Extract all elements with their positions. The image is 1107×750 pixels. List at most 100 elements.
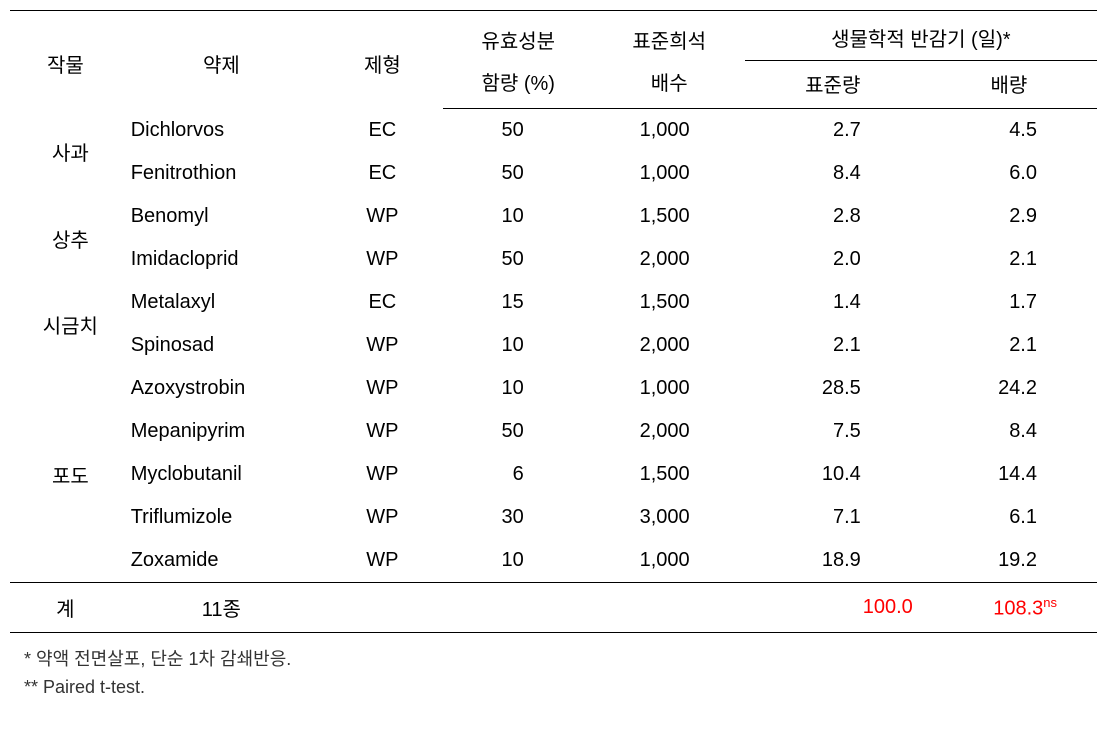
agent-cell: Azoxystrobin bbox=[121, 367, 322, 410]
standard-cell: 18.9 bbox=[745, 539, 921, 583]
dilution-cell: 2,000 bbox=[594, 238, 745, 281]
formulation-cell: WP bbox=[322, 238, 443, 281]
crop-cell: 포도 bbox=[10, 367, 121, 583]
table-body: 사과DichlorvosEC501,0002.74.5FenitrothionE… bbox=[10, 109, 1097, 633]
header-content-line1: 유효성분 bbox=[443, 11, 594, 61]
empty-cell bbox=[443, 583, 594, 633]
content-cell: 50 bbox=[443, 238, 594, 281]
double-cell: 2.1 bbox=[921, 238, 1097, 281]
agent-cell: Benomyl bbox=[121, 195, 322, 238]
total-standard: 100.0 bbox=[745, 583, 921, 633]
total-label: 계 bbox=[10, 583, 121, 633]
dilution-cell: 1,000 bbox=[594, 152, 745, 195]
formulation-cell: WP bbox=[322, 195, 443, 238]
footnote-2: ** Paired t-test. bbox=[10, 677, 1097, 698]
header-agent: 약제 bbox=[121, 11, 322, 109]
data-table: 작물 약제 제형 유효성분 표준희석 생물학적 반감기 (일)* 함량 (%) … bbox=[10, 10, 1097, 633]
content-cell: 50 bbox=[443, 410, 594, 453]
formulation-cell: EC bbox=[322, 281, 443, 324]
double-cell: 24.2 bbox=[921, 367, 1097, 410]
double-cell: 6.0 bbox=[921, 152, 1097, 195]
header-content-line2: 함량 (%) bbox=[443, 61, 594, 109]
formulation-cell: WP bbox=[322, 410, 443, 453]
table-row: 사과DichlorvosEC501,0002.74.5 bbox=[10, 109, 1097, 153]
double-cell: 4.5 bbox=[921, 109, 1097, 153]
dilution-cell: 1,500 bbox=[594, 195, 745, 238]
header-dilution-line1: 표준희석 bbox=[594, 11, 745, 61]
content-cell: 15 bbox=[443, 281, 594, 324]
agent-cell: Myclobutanil bbox=[121, 453, 322, 496]
table-row: FenitrothionEC501,0008.46.0 bbox=[10, 152, 1097, 195]
table-row: ImidaclopridWP502,0002.02.1 bbox=[10, 238, 1097, 281]
dilution-cell: 1,500 bbox=[594, 281, 745, 324]
double-cell: 14.4 bbox=[921, 453, 1097, 496]
header-formulation: 제형 bbox=[322, 11, 443, 109]
header-crop: 작물 bbox=[10, 11, 121, 109]
ns-superscript: ns bbox=[1043, 595, 1057, 610]
total-agent-count: 11종 bbox=[121, 583, 322, 633]
dilution-cell: 1,000 bbox=[594, 109, 745, 153]
formulation-cell: EC bbox=[322, 109, 443, 153]
dilution-cell: 2,000 bbox=[594, 410, 745, 453]
table-row: 상추BenomylWP101,5002.82.9 bbox=[10, 195, 1097, 238]
agent-cell: Mepanipyrim bbox=[121, 410, 322, 453]
formulation-cell: WP bbox=[322, 539, 443, 583]
dilution-cell: 1,000 bbox=[594, 539, 745, 583]
standard-cell: 2.1 bbox=[745, 324, 921, 367]
formulation-cell: WP bbox=[322, 324, 443, 367]
dilution-cell: 1,000 bbox=[594, 367, 745, 410]
agent-cell: Zoxamide bbox=[121, 539, 322, 583]
agent-cell: Metalaxyl bbox=[121, 281, 322, 324]
double-cell: 6.1 bbox=[921, 496, 1097, 539]
crop-cell: 시금치 bbox=[10, 281, 121, 367]
header-double: 배량 bbox=[921, 61, 1097, 109]
agent-cell: Triflumizole bbox=[121, 496, 322, 539]
table-header: 작물 약제 제형 유효성분 표준희석 생물학적 반감기 (일)* 함량 (%) … bbox=[10, 11, 1097, 109]
double-cell: 8.4 bbox=[921, 410, 1097, 453]
double-cell: 2.9 bbox=[921, 195, 1097, 238]
table-row: 시금치MetalaxylEC151,5001.41.7 bbox=[10, 281, 1097, 324]
table-row: MepanipyrimWP502,0007.58.4 bbox=[10, 410, 1097, 453]
content-cell: 10 bbox=[443, 324, 594, 367]
agent-cell: Imidacloprid bbox=[121, 238, 322, 281]
standard-cell: 10.4 bbox=[745, 453, 921, 496]
formulation-cell: WP bbox=[322, 496, 443, 539]
table-row: ZoxamideWP101,00018.919.2 bbox=[10, 539, 1097, 583]
dilution-cell: 3,000 bbox=[594, 496, 745, 539]
double-cell: 2.1 bbox=[921, 324, 1097, 367]
crop-cell: 사과 bbox=[10, 109, 121, 196]
agent-cell: Spinosad bbox=[121, 324, 322, 367]
footnotes: * 약액 전면살포, 단순 1차 감쇄반응. ** Paired t-test. bbox=[10, 645, 1097, 698]
agent-cell: Fenitrothion bbox=[121, 152, 322, 195]
crop-cell: 상추 bbox=[10, 195, 121, 281]
footnote-1: * 약액 전면살포, 단순 1차 감쇄반응. bbox=[10, 645, 1097, 671]
standard-cell: 7.5 bbox=[745, 410, 921, 453]
header-halflife: 생물학적 반감기 (일)* bbox=[745, 11, 1097, 61]
content-cell: 10 bbox=[443, 367, 594, 410]
content-cell: 6 bbox=[443, 453, 594, 496]
dilution-cell: 2,000 bbox=[594, 324, 745, 367]
table-row: SpinosadWP102,0002.12.1 bbox=[10, 324, 1097, 367]
standard-cell: 28.5 bbox=[745, 367, 921, 410]
double-cell: 1.7 bbox=[921, 281, 1097, 324]
standard-cell: 2.0 bbox=[745, 238, 921, 281]
total-row: 계11종 100.0108.3ns bbox=[10, 583, 1097, 633]
empty-cell bbox=[594, 583, 745, 633]
empty-cell bbox=[322, 583, 443, 633]
standard-cell: 2.8 bbox=[745, 195, 921, 238]
standard-cell: 7.1 bbox=[745, 496, 921, 539]
standard-cell: 8.4 bbox=[745, 152, 921, 195]
table-row: 포도AzoxystrobinWP101,00028.524.2 bbox=[10, 367, 1097, 410]
formulation-cell: WP bbox=[322, 367, 443, 410]
table-row: TriflumizoleWP303,0007.16.1 bbox=[10, 496, 1097, 539]
formulation-cell: EC bbox=[322, 152, 443, 195]
content-cell: 10 bbox=[443, 195, 594, 238]
standard-cell: 2.7 bbox=[745, 109, 921, 153]
total-double: 108.3ns bbox=[921, 583, 1097, 633]
standard-cell: 1.4 bbox=[745, 281, 921, 324]
double-cell: 19.2 bbox=[921, 539, 1097, 583]
content-cell: 50 bbox=[443, 152, 594, 195]
header-dilution-line2: 배수 bbox=[594, 61, 745, 109]
header-standard: 표준량 bbox=[745, 61, 921, 109]
agent-cell: Dichlorvos bbox=[121, 109, 322, 153]
